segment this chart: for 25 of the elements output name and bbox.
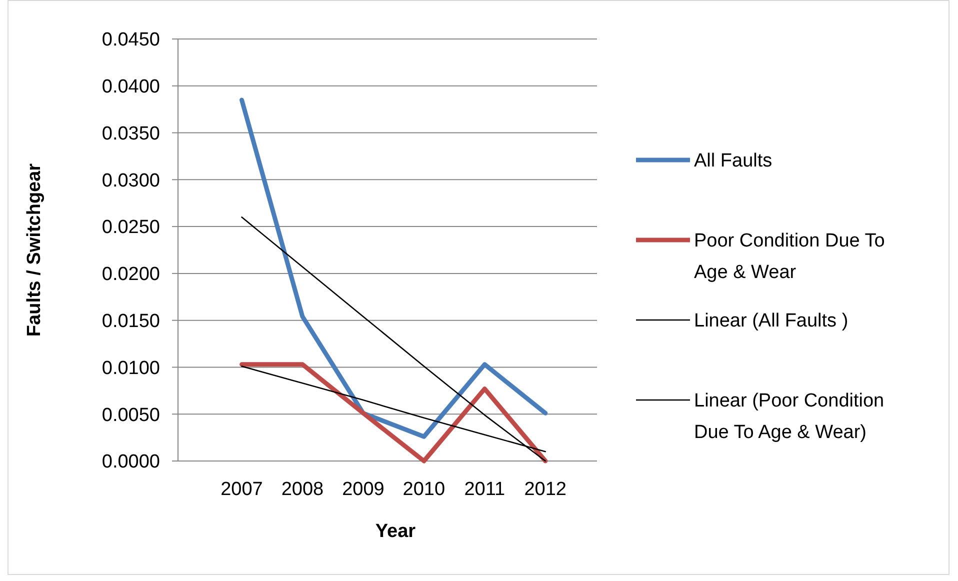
y-tick-label: 0.0350 (102, 123, 160, 144)
x-axis-title: Year (375, 521, 416, 542)
x-tick-label: 2008 (281, 479, 324, 500)
y-tick-label: 0.0450 (102, 30, 160, 51)
y-tick-label: 0.0000 (102, 452, 160, 473)
y-tick-label: 0.0250 (102, 217, 160, 238)
y-axis-title: Faults / Switchgear (24, 162, 45, 337)
line-series (240, 98, 548, 439)
legend-label: Poor Condition Due To Age & Wear (694, 230, 885, 283)
x-tick-label: 2007 (220, 479, 263, 500)
y-tick-label: 0.0400 (102, 76, 160, 98)
legend-label: Linear (All Faults ) (694, 310, 848, 332)
y-tick-label: 0.0300 (102, 170, 160, 192)
y-tick-label: 0.0200 (102, 264, 160, 286)
x-tick-label: 2010 (402, 479, 446, 500)
legend-label: All Faults (694, 150, 772, 172)
y-tick-label: 0.0050 (102, 404, 160, 426)
x-tick-label: 2011 (464, 479, 506, 500)
line-series (241, 216, 546, 462)
line-series (240, 362, 548, 464)
legend-label: Linear (Poor Condition Due To Age & Wear) (694, 390, 884, 443)
y-tick-label: 0.0100 (102, 358, 160, 379)
y-tick-label: 0.0150 (102, 310, 160, 332)
x-tick-label: 2009 (342, 479, 384, 500)
x-tick-label: 2012 (524, 479, 567, 500)
